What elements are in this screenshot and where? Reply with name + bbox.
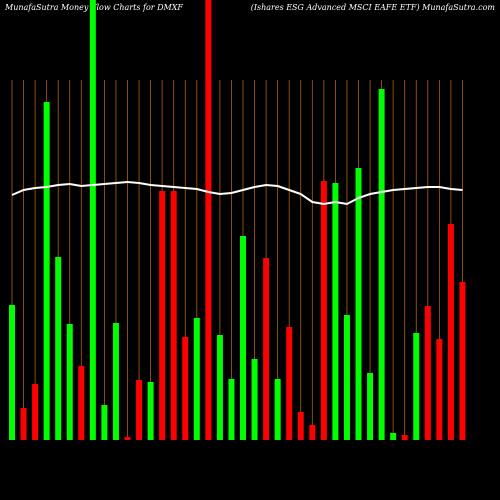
bar	[378, 89, 385, 440]
chart-subtitle: (Ishares ESG Advanced MSCI EAFE ETF) Mun…	[251, 3, 496, 12]
bar	[112, 323, 119, 440]
bar	[20, 408, 27, 440]
money-flow-line	[11, 180, 463, 206]
bar	[216, 335, 223, 440]
bar	[205, 0, 212, 440]
bar	[401, 435, 408, 440]
bar	[390, 433, 397, 440]
bar	[124, 437, 131, 440]
bar	[343, 315, 350, 440]
bar	[136, 380, 143, 440]
bar	[159, 191, 166, 440]
bar	[263, 258, 270, 440]
bar	[436, 339, 443, 440]
bar	[228, 379, 235, 440]
bar	[32, 384, 39, 440]
bar	[89, 0, 96, 440]
bar	[297, 412, 304, 440]
bar	[459, 282, 466, 440]
bar	[413, 333, 420, 440]
bar	[367, 373, 374, 440]
bar	[447, 224, 454, 440]
bar	[274, 379, 281, 440]
bar	[147, 382, 154, 440]
bar	[240, 236, 246, 440]
bar	[170, 191, 177, 440]
bar	[101, 405, 108, 440]
bar	[320, 181, 327, 440]
bar	[332, 183, 339, 440]
bar	[193, 318, 200, 440]
bar	[55, 257, 62, 440]
bar	[66, 324, 73, 440]
bar	[251, 359, 258, 440]
bar	[424, 306, 431, 440]
bar	[9, 305, 15, 440]
bar	[182, 337, 189, 440]
bar	[78, 366, 85, 440]
bar	[355, 168, 362, 440]
bar	[309, 425, 316, 440]
bar	[43, 102, 50, 440]
bar	[286, 327, 293, 440]
